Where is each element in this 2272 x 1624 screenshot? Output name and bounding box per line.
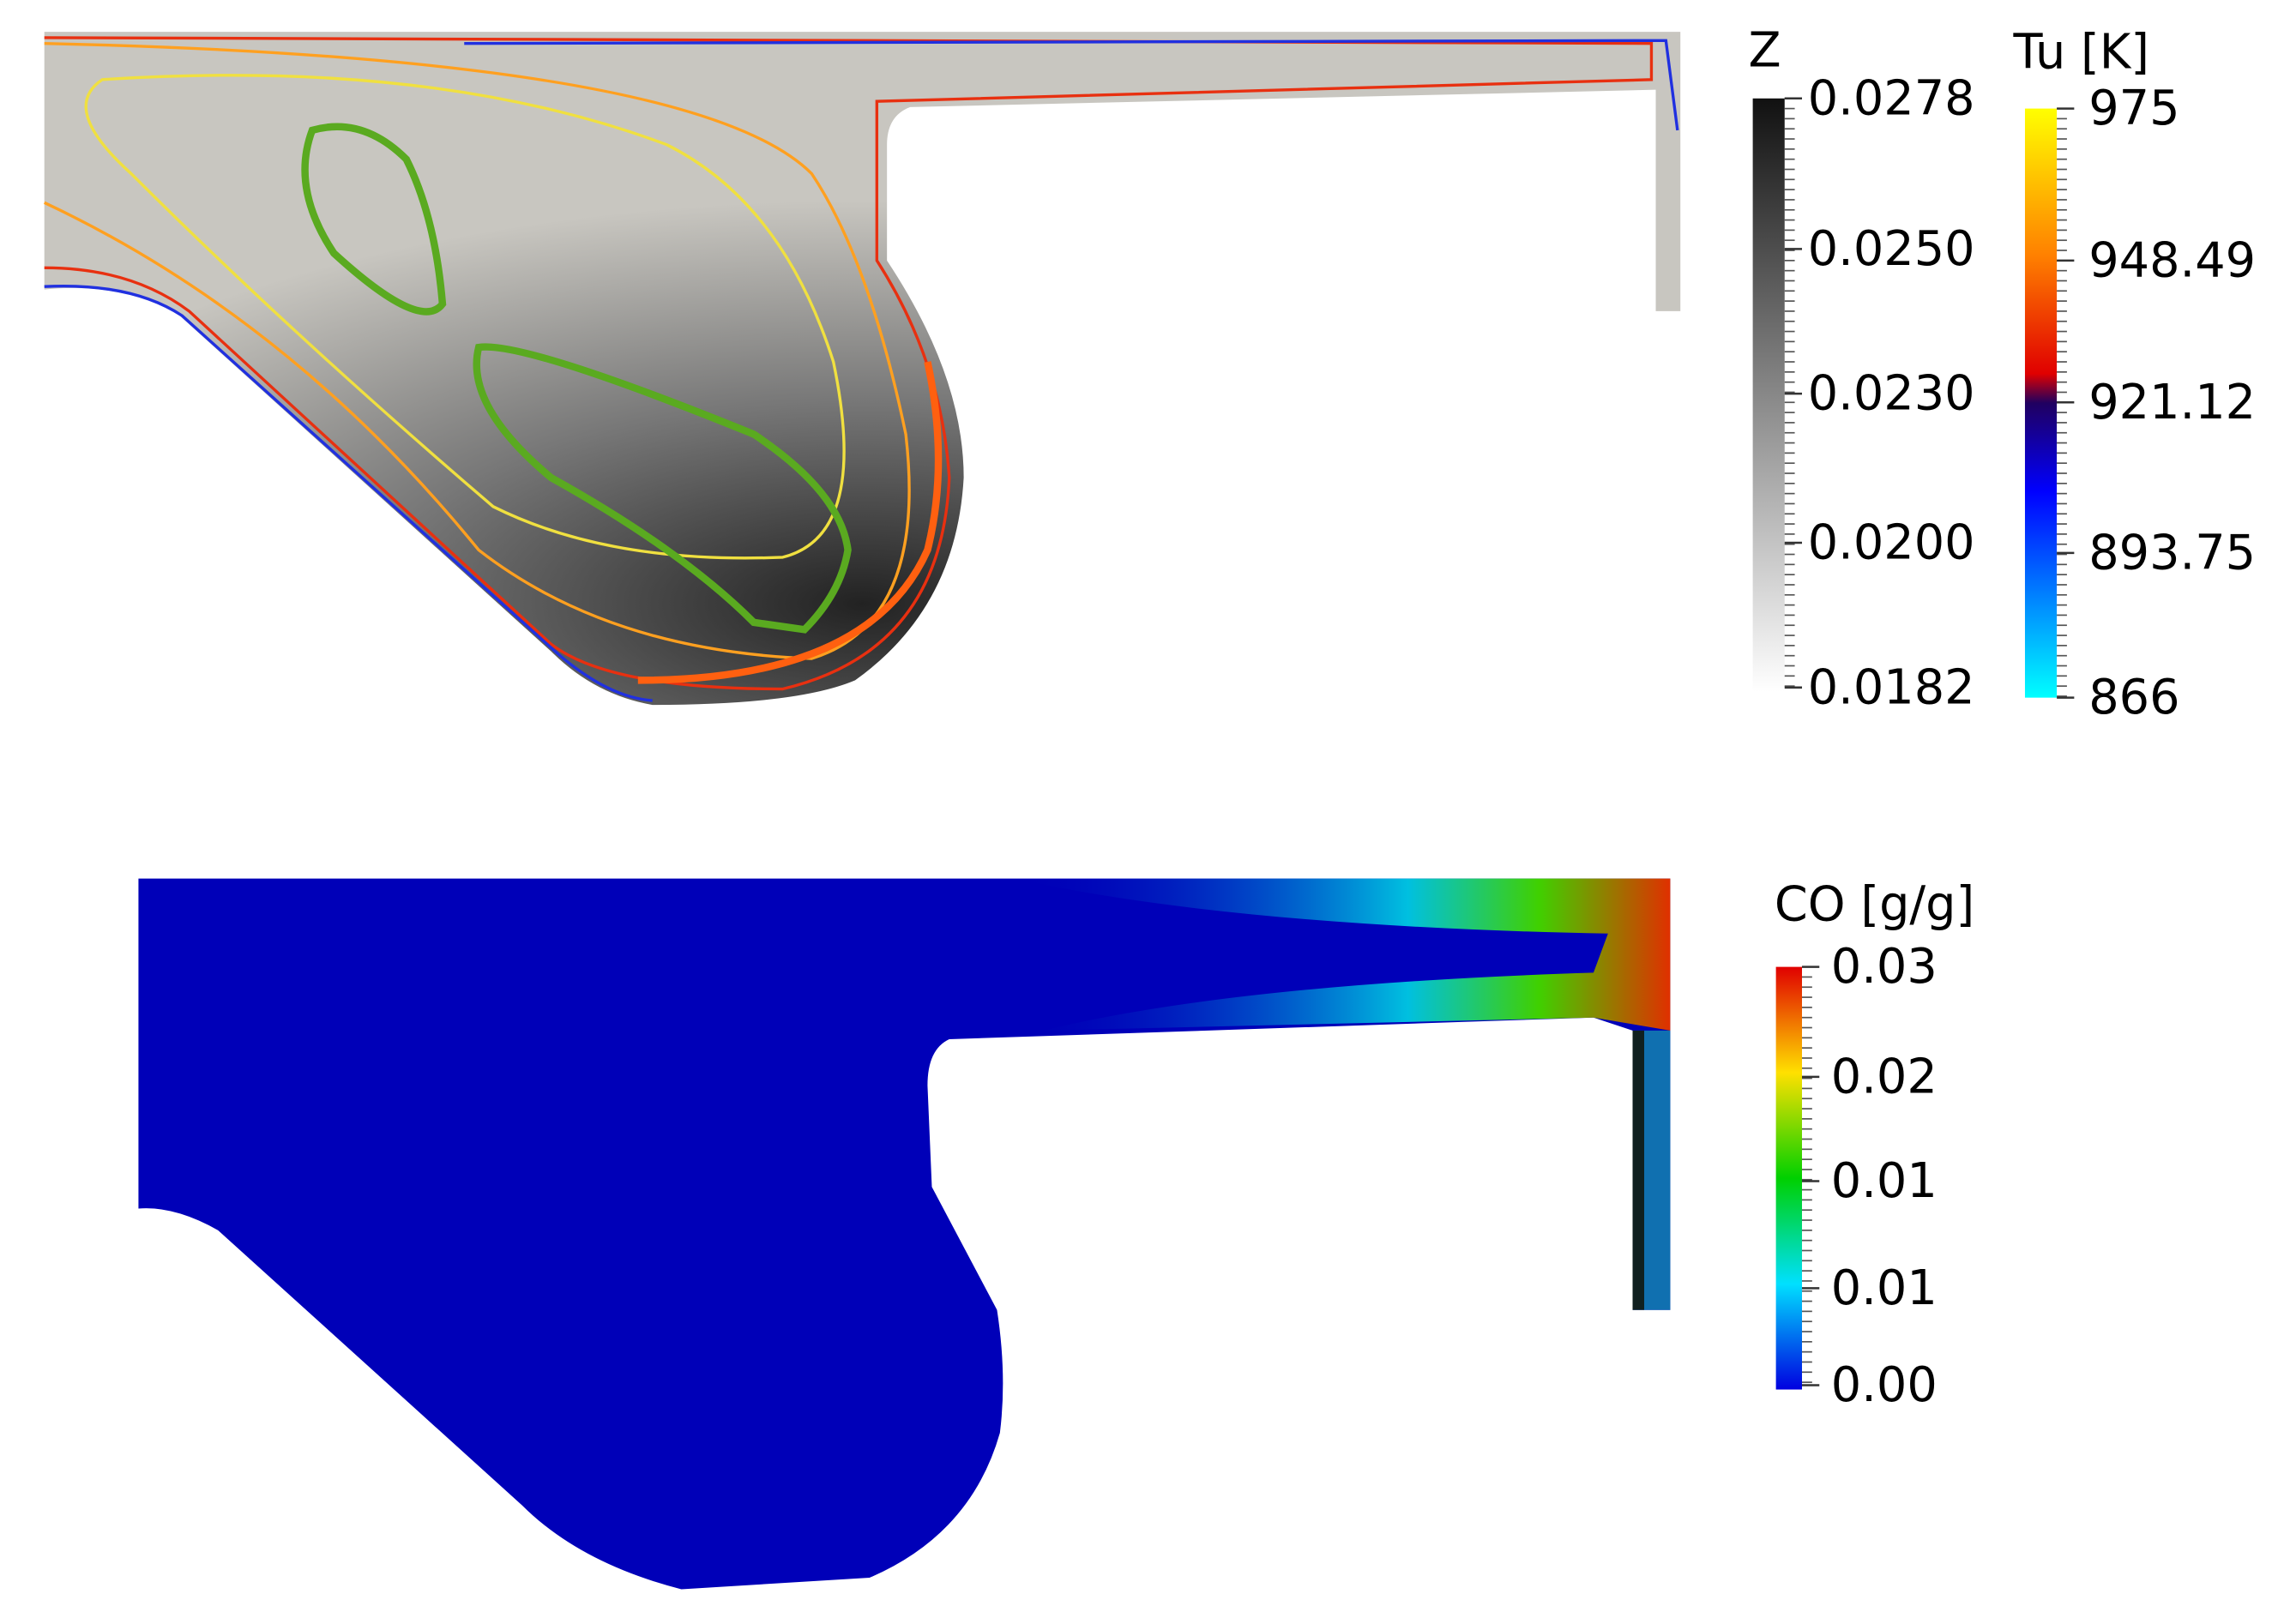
colorbar-label: 0.0250	[1808, 221, 1975, 277]
colorbar-label: 0.00	[1831, 1357, 1938, 1413]
contour	[637, 361, 943, 684]
colorbar-title: Z	[1749, 23, 1781, 79]
colorbar-label: 0.0278	[1808, 70, 1975, 126]
contour	[301, 123, 852, 634]
colorbar-title: CO [g/g]	[1775, 877, 1974, 933]
co-field	[138, 878, 1671, 1590]
colorbar-label: 866	[2088, 670, 2179, 725]
colorbar-label: 0.01	[1831, 1153, 1938, 1209]
colorbar-label: 893.75	[2088, 525, 2256, 580]
colorbar-title: Tu [K]	[2012, 24, 2149, 80]
colorbar-z	[1752, 98, 1785, 692]
co-plume	[1014, 878, 1671, 1031]
colorbar-co	[1775, 966, 1803, 1390]
colorbar-label: 0.02	[1831, 1049, 1938, 1104]
colorbar-labels: Z 0.0278 0.0250 0.0230 0.0200 0.0182 Tu [K]975…	[1749, 23, 2257, 1413]
colorbar-label: 0.0200	[1808, 515, 1975, 571]
colorbar-label: 0.01	[1831, 1260, 1938, 1316]
colorbar-tu	[2024, 108, 2058, 698]
colorbar-label: 0.0182	[1808, 659, 1975, 715]
colorbar-label: 975	[2088, 81, 2179, 136]
contour	[84, 74, 846, 560]
colorbar-label: 948.49	[2088, 232, 2256, 288]
co-outlet-wall	[1632, 1030, 1645, 1310]
contour	[44, 39, 1679, 702]
colorbar-label: 921.12	[2088, 375, 2256, 430]
contour	[43, 41, 911, 660]
colorbar-label: 0.0230	[1808, 366, 1975, 422]
z-field	[44, 32, 1681, 706]
colorbar-label: 0.03	[1831, 939, 1938, 995]
